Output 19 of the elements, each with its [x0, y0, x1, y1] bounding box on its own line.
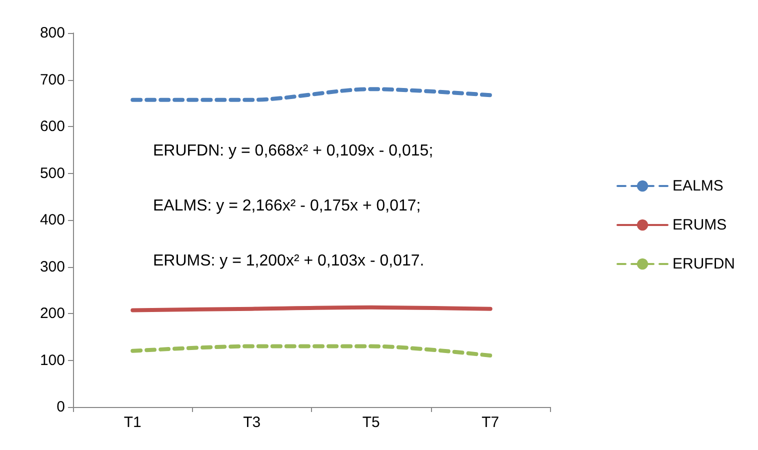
x-tick-label: T7	[482, 414, 500, 431]
annotation: ERUFDN: y = 0,668x² + 0,109x - 0,015;	[153, 142, 434, 160]
y-tick-label: 100	[40, 352, 65, 369]
x-tick-label: T5	[362, 414, 380, 431]
x-tick-label: T1	[124, 414, 142, 431]
legend-label: EALMS	[672, 178, 724, 194]
legend-label: ERUMS	[672, 216, 727, 234]
annotation: ERUMS: y = 1,200x² + 0,103x - 0,017.	[153, 252, 424, 270]
y-tick-label: 700	[40, 71, 65, 88]
y-tick-label: 500	[40, 164, 65, 182]
legend-label: ERUFDN	[672, 256, 735, 272]
y-tick-label: 300	[40, 258, 65, 276]
y-tick-label: 0	[56, 398, 65, 416]
y-tick-label: 200	[40, 305, 65, 322]
y-tick-label: 600	[40, 118, 65, 135]
y-tick-label: 400	[40, 212, 65, 228]
annotation: EALMS: y = 2,166x² - 0,175x + 0,017;	[153, 198, 421, 214]
x-tick-label: T3	[243, 414, 261, 431]
y-tick-label: 800	[40, 24, 65, 42]
